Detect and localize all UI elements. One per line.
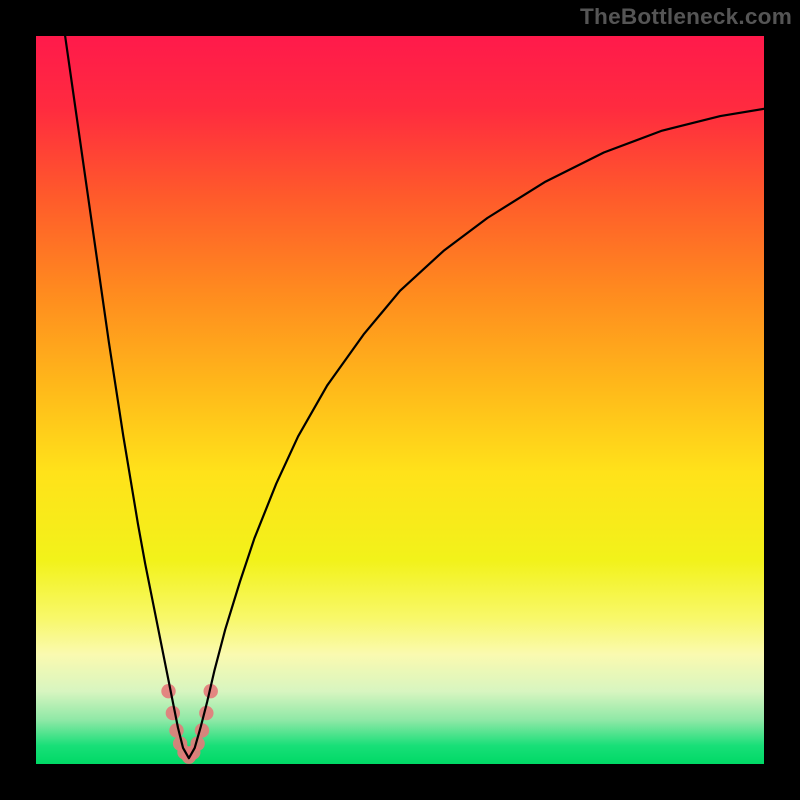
bottleneck-chart-svg	[36, 36, 764, 764]
bead-marker	[161, 684, 175, 698]
plot-area	[36, 36, 764, 764]
bead-marker	[166, 706, 180, 720]
gradient-background	[36, 36, 764, 764]
chart-root: TheBottleneck.com	[0, 0, 800, 800]
watermark-text: TheBottleneck.com	[580, 4, 792, 30]
